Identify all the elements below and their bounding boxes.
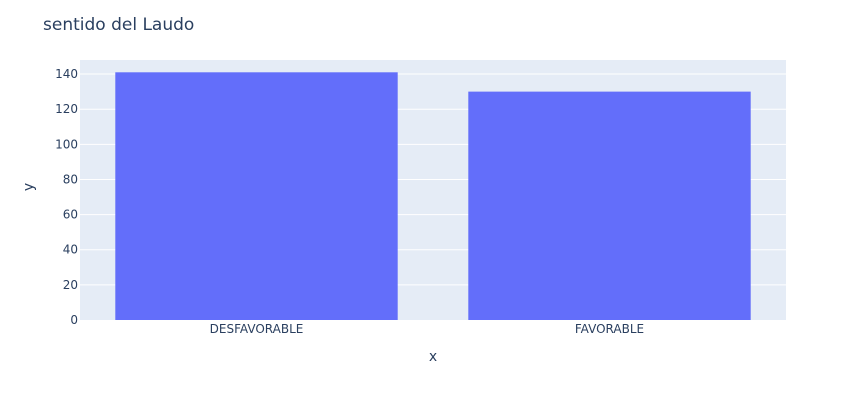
x-axis-ticks: DESFAVORABLE FAVORABLE <box>210 322 644 336</box>
y-tick-label: 120 <box>55 102 78 116</box>
chart-title: sentido del Laudo <box>43 15 194 35</box>
y-tick-label: 60 <box>63 208 78 222</box>
y-tick-label: 140 <box>55 67 78 81</box>
y-tick-label: 100 <box>55 137 78 151</box>
y-axis-ticks: 0 20 40 60 80 100 120 140 <box>55 67 78 327</box>
bar-favorable[interactable] <box>468 91 751 321</box>
x-tick-label: FAVORABLE <box>575 322 644 336</box>
bars <box>115 72 751 321</box>
y-tick-label: 40 <box>63 243 78 257</box>
y-tick-label: 80 <box>63 172 78 186</box>
x-tick-label: DESFAVORABLE <box>210 322 304 336</box>
y-axis-title: y <box>21 183 37 191</box>
y-tick-label: 20 <box>63 278 78 292</box>
x-axis-title: x <box>429 349 437 365</box>
y-tick-label: 0 <box>70 313 78 327</box>
bar-desfavorable[interactable] <box>115 72 398 320</box>
